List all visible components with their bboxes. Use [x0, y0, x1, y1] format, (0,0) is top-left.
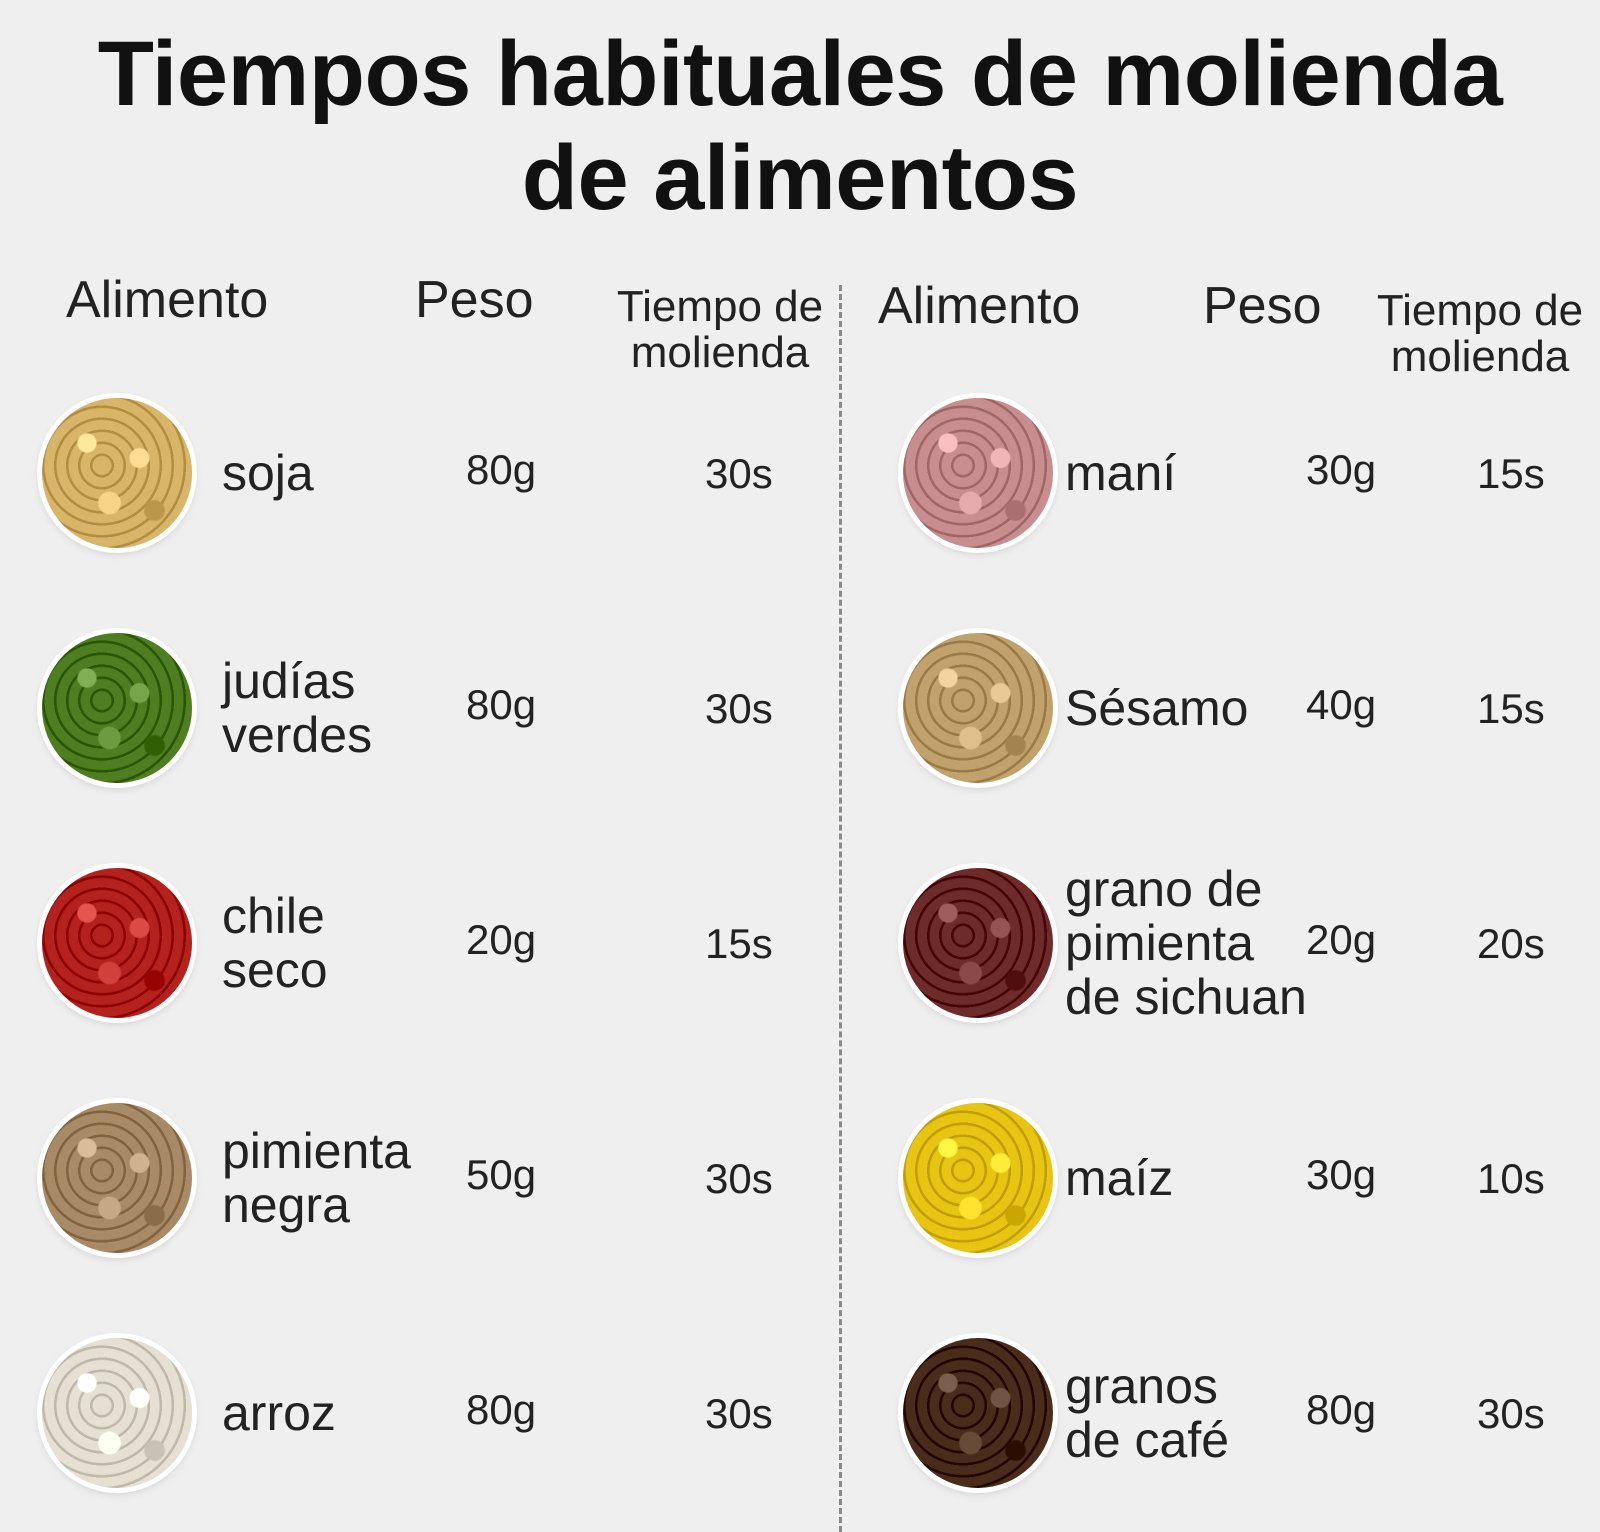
right-food-name: granos de café [1065, 1358, 1230, 1468]
left-food-time: 30s [705, 450, 773, 497]
right-food-name: grano de pimienta de sichuan [1065, 861, 1307, 1025]
left-food-name: arroz [222, 1385, 336, 1441]
right-food-time: 15s [1477, 685, 1545, 732]
peanut-icon [903, 398, 1053, 548]
right-food-weight: 30g [1306, 446, 1377, 493]
right-header-food: Alimento [878, 277, 1081, 335]
right-food-name: maíz [1065, 1150, 1174, 1206]
left-header-time: Tiempo de molienda [616, 282, 824, 377]
page-title: Tiempos habituales de molienda de alimen… [0, 22, 1600, 230]
soybean-icon [42, 398, 192, 548]
mung-bean-icon [42, 633, 192, 783]
right-food-weight: 20g [1306, 916, 1377, 963]
black-pepper-icon [42, 1103, 192, 1253]
right-food-weight: 80g [1306, 1386, 1377, 1433]
right-food-weight: 30g [1306, 1151, 1377, 1198]
left-food-name: judías verdes [222, 653, 373, 763]
left-food-weight: 50g [466, 1151, 537, 1198]
left-food-weight: 80g [466, 681, 537, 728]
coffee-bean-icon [903, 1338, 1053, 1488]
left-food-name: soja [222, 445, 314, 501]
sichuan-pepper-icon [903, 868, 1053, 1018]
left-food-time: 30s [705, 1390, 773, 1437]
right-header-time: Tiempo de molienda [1376, 286, 1584, 381]
right-food-time: 20s [1477, 920, 1545, 967]
sesame-icon [903, 633, 1053, 783]
rice-icon [42, 1338, 192, 1488]
left-header-weight: Peso [415, 271, 534, 329]
left-header-food: Alimento [66, 271, 269, 329]
left-food-time: 30s [705, 1155, 773, 1202]
left-food-time: 30s [705, 685, 773, 732]
left-food-weight: 80g [466, 1386, 537, 1433]
right-food-time: 15s [1477, 450, 1545, 497]
title-line-1: Tiempos habituales de molienda [97, 23, 1503, 125]
column-divider [839, 285, 842, 1532]
right-header-weight: Peso [1203, 277, 1322, 335]
left-food-name: chile seco [222, 888, 328, 998]
left-food-name: pimienta negra [222, 1123, 411, 1233]
left-food-time: 15s [705, 920, 773, 967]
left-food-weight: 80g [466, 446, 537, 493]
right-food-name: maní [1065, 445, 1177, 501]
right-food-name: Sésamo [1065, 680, 1249, 736]
right-food-time: 30s [1477, 1390, 1545, 1437]
left-food-weight: 20g [466, 916, 537, 963]
dried-chili-icon [42, 868, 192, 1018]
right-food-time: 10s [1477, 1155, 1545, 1202]
right-food-weight: 40g [1306, 681, 1377, 728]
title-line-2: de alimentos [521, 127, 1079, 229]
corn-icon [903, 1103, 1053, 1253]
